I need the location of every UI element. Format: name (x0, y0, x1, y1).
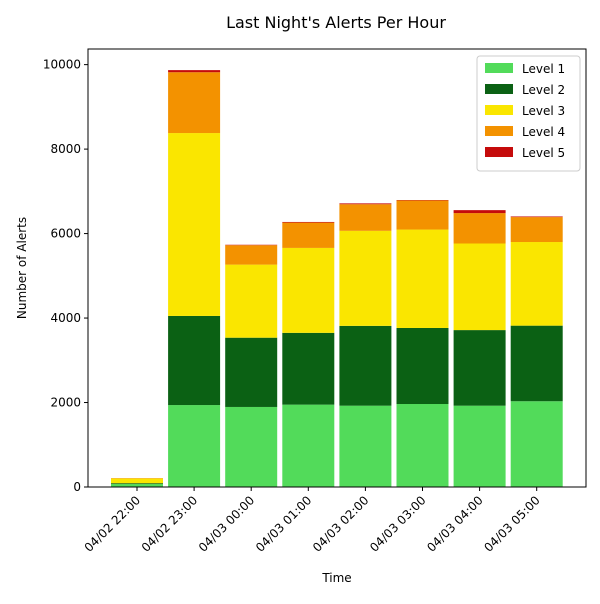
y-axis-label: Number of Alerts (15, 217, 29, 319)
bar-segment-level-1-1 (168, 405, 220, 487)
x-tick-label: 04/03 02:00 (310, 493, 372, 555)
legend-swatch-level-4 (485, 126, 513, 136)
bar-segment-level-5-6 (454, 210, 506, 213)
legend-swatch-level-1 (485, 63, 513, 73)
legend-swatch-level-2 (485, 84, 513, 94)
legend-label-level-1: Level 1 (522, 62, 565, 76)
legend-label-level-5: Level 5 (522, 146, 565, 160)
x-tick-label: 04/03 03:00 (367, 493, 429, 555)
bar-segment-level-2-2 (225, 338, 277, 407)
bar-segment-level-3-6 (454, 244, 506, 331)
legend-swatch-level-5 (485, 147, 513, 157)
bar-segment-level-4-6 (454, 213, 506, 243)
x-tick-label: 04/03 00:00 (196, 493, 258, 555)
bar-segment-level-2-0 (111, 483, 163, 484)
legend-label-level-2: Level 2 (522, 83, 565, 97)
bar-segment-level-2-5 (397, 328, 449, 404)
x-axis-label: Time (321, 571, 351, 585)
bar-segment-level-2-1 (168, 316, 220, 405)
bar-segment-level-1-6 (454, 406, 506, 487)
y-tick-label: 6000 (50, 227, 81, 241)
bar-segment-level-4-7 (511, 217, 563, 242)
bar-segment-level-5-1 (168, 70, 220, 72)
x-tick-label: 04/02 23:00 (139, 493, 201, 555)
bar-segment-level-3-5 (397, 230, 449, 328)
bar-segment-level-3-1 (168, 133, 220, 316)
bar-segment-level-5-4 (339, 203, 391, 204)
bar-segment-level-1-7 (511, 401, 563, 487)
legend-label-level-4: Level 4 (522, 125, 565, 139)
bar-segment-level-4-4 (339, 204, 391, 231)
y-tick-label: 8000 (50, 142, 81, 156)
chart-title: Last Night's Alerts Per Hour (226, 13, 446, 32)
x-tick-label: 04/02 22:00 (82, 493, 144, 555)
y-axis: 0 2000 4000 6000 8000 10000 (43, 58, 88, 494)
bar-segment-level-2-7 (511, 326, 563, 402)
bar-segment-level-4-1 (168, 72, 220, 133)
bar-segment-level-3-7 (511, 242, 563, 326)
y-tick-label: 0 (73, 480, 81, 494)
bar-segment-level-1-4 (339, 406, 391, 487)
bar-segment-level-2-3 (282, 333, 334, 405)
bar-segment-level-4-3 (282, 223, 334, 248)
bar-segment-level-2-4 (339, 326, 391, 406)
bar-segment-level-3-3 (282, 248, 334, 333)
bar-segment-level-5-3 (282, 222, 334, 223)
bar-segment-level-3-0 (111, 479, 163, 484)
bar-segment-level-3-4 (339, 231, 391, 326)
x-tick-label: 04/03 05:00 (481, 493, 543, 555)
legend-label-level-3: Level 3 (522, 104, 565, 118)
legend-swatch-level-3 (485, 105, 513, 115)
bar-segment-level-1-5 (397, 404, 449, 487)
y-tick-label: 2000 (50, 396, 81, 410)
y-tick-label: 4000 (50, 311, 81, 325)
bar-segment-level-2-6 (454, 330, 506, 406)
bar-segment-level-1-2 (225, 407, 277, 487)
bar-segment-level-4-2 (225, 245, 277, 264)
x-tick-label: 04/03 04:00 (424, 493, 486, 555)
bar-segment-level-4-5 (397, 200, 449, 229)
y-tick-label: 10000 (43, 58, 81, 72)
bar-segment-level-3-2 (225, 265, 277, 338)
bar-segment-level-1-3 (282, 405, 334, 487)
x-tick-label: 04/03 01:00 (253, 493, 315, 555)
bar-segment-level-5-7 (511, 216, 563, 217)
legend: Level 1 Level 2 Level 3 Level 4 Level 5 (477, 56, 580, 171)
